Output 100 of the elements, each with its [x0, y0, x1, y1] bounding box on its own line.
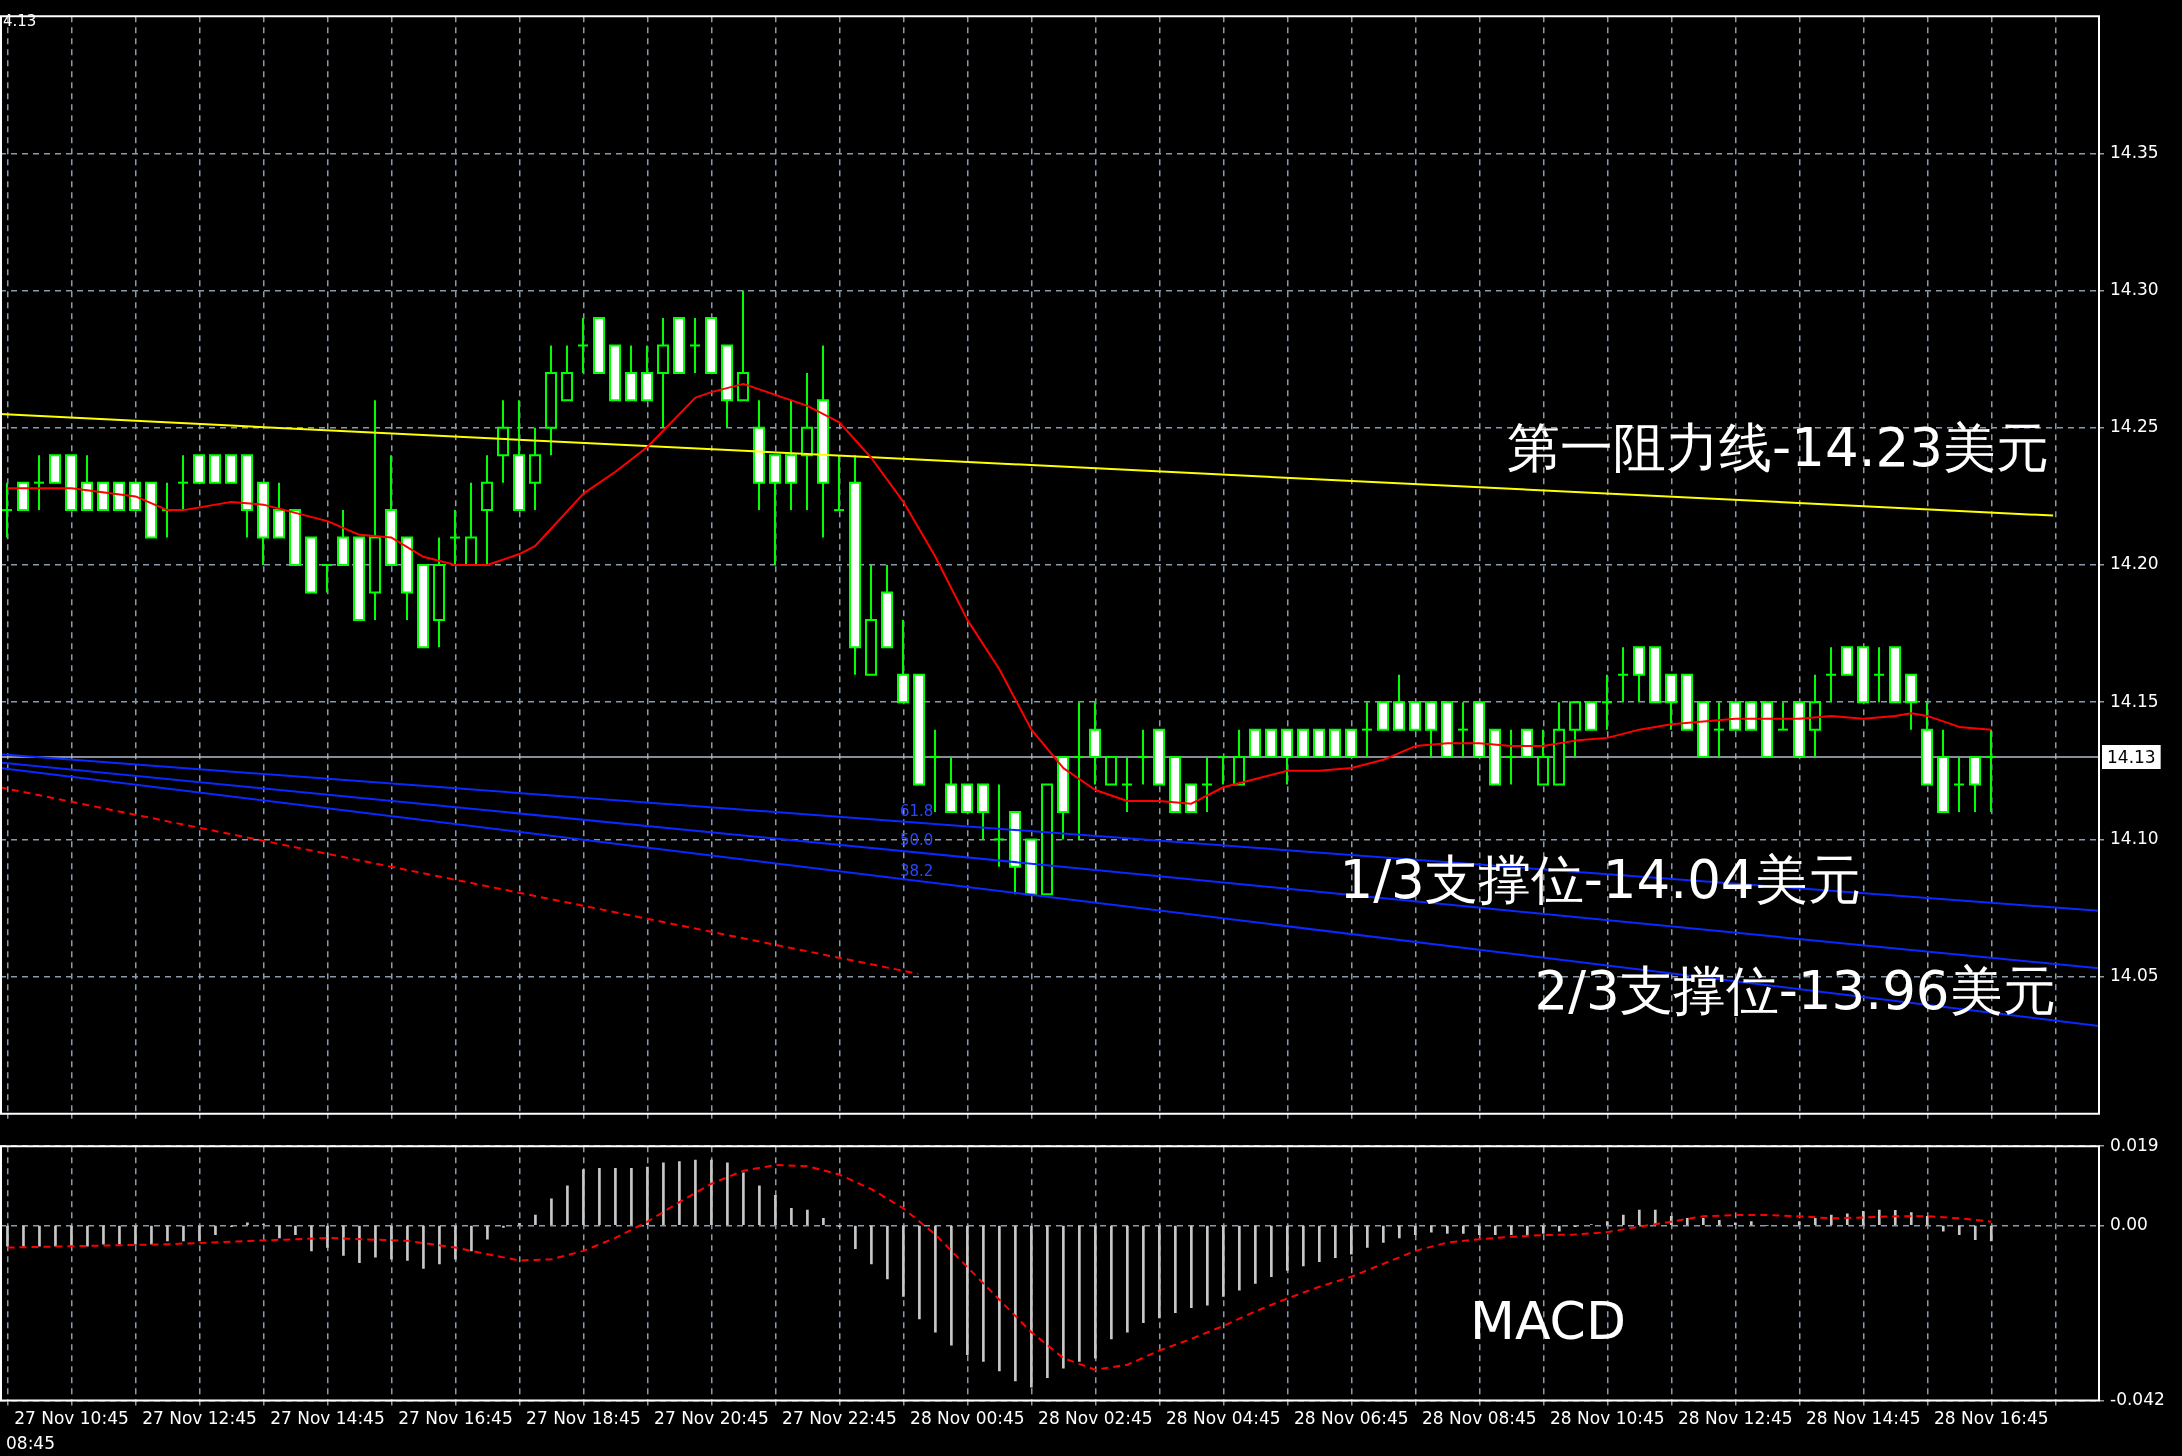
bar — [422, 1225, 425, 1269]
bar — [678, 1161, 681, 1226]
bar — [1158, 1225, 1161, 1319]
bar — [726, 1162, 729, 1226]
bar — [1110, 1225, 1113, 1340]
x-tick-label: 27 Nov 16:45 — [398, 1408, 513, 1429]
candlestick — [833, 454, 845, 512]
bar — [1685, 1218, 1689, 1226]
x-tick-label: 28 Nov 06:45 — [1294, 1408, 1409, 1429]
x-tick-label: 27 Nov 18:45 — [526, 1408, 641, 1429]
bar — [662, 1162, 665, 1226]
bar — [1174, 1225, 1177, 1313]
bar — [22, 1225, 25, 1247]
candlestick — [1217, 756, 1229, 786]
bar — [854, 1225, 857, 1250]
bar — [1909, 1212, 1913, 1226]
bar — [102, 1225, 105, 1245]
candlestick — [1121, 756, 1133, 813]
bar — [1398, 1225, 1401, 1239]
bar — [1222, 1225, 1225, 1297]
bar — [998, 1225, 1001, 1372]
bar — [902, 1225, 905, 1297]
x-tick-label: 28 Nov 08:45 — [1422, 1408, 1537, 1429]
y-tick-label: -0.042 — [2110, 1389, 2165, 1410]
bar — [566, 1185, 569, 1226]
candlestick — [1457, 701, 1469, 759]
candlestick — [1201, 756, 1213, 813]
bar — [518, 1223, 521, 1226]
bar — [1462, 1225, 1465, 1234]
bar — [1382, 1225, 1385, 1243]
bar — [1238, 1225, 1241, 1291]
bar — [774, 1195, 777, 1226]
bar — [1813, 1218, 1817, 1226]
bar — [806, 1209, 809, 1226]
candlestick — [1777, 701, 1789, 731]
bar — [38, 1225, 41, 1247]
y-tick-label: 0.00 — [2110, 1213, 2148, 1234]
bar — [1557, 1225, 1561, 1232]
bar — [1829, 1214, 1833, 1226]
bar — [918, 1225, 921, 1320]
bar — [822, 1218, 825, 1226]
candlestick — [321, 564, 333, 594]
bar — [742, 1172, 745, 1226]
bar — [470, 1225, 473, 1252]
bar — [1046, 1225, 1049, 1378]
ref-line-label: 14.13 — [2107, 746, 2156, 767]
candlestick — [1713, 701, 1725, 759]
bar — [966, 1225, 969, 1356]
bar — [758, 1185, 761, 1226]
bar — [1749, 1221, 1753, 1226]
y-tick-label: 14.15 — [2110, 690, 2159, 711]
bar — [1621, 1214, 1625, 1226]
x-tick-label: 28 Nov 16:45 — [1933, 1408, 2049, 1429]
bar — [454, 1225, 457, 1260]
bar — [982, 1225, 985, 1362]
candlestick — [1617, 646, 1629, 704]
bar — [214, 1225, 217, 1235]
bar — [1493, 1225, 1497, 1235]
y-tick-label: 14.05 — [2110, 965, 2159, 986]
bar — [1030, 1225, 1033, 1388]
bar — [1701, 1218, 1705, 1226]
candlestick — [1361, 701, 1373, 759]
candlestick — [1, 481, 13, 539]
candlestick — [577, 317, 589, 374]
bar — [246, 1222, 249, 1226]
bar — [1717, 1220, 1721, 1226]
bar — [406, 1225, 409, 1261]
bar — [486, 1225, 489, 1240]
bar — [534, 1214, 537, 1226]
candlestick — [1073, 701, 1085, 841]
bar — [1062, 1225, 1065, 1369]
annotation: 第一阻力线-14.23美元 — [1507, 416, 2049, 478]
bar — [1989, 1225, 1993, 1242]
y-tick-label: 14.35 — [2110, 141, 2159, 162]
bar — [1206, 1225, 1209, 1306]
x-tick-label: 27 Nov 14:45 — [270, 1408, 385, 1429]
bar — [1366, 1225, 1369, 1248]
bar — [710, 1159, 713, 1226]
candlestick — [1601, 673, 1613, 731]
bar — [582, 1169, 585, 1226]
bar — [934, 1225, 937, 1333]
candlestick — [1985, 728, 1997, 813]
bar — [1078, 1225, 1081, 1362]
x-tick-label: 27 Nov 10:45 — [14, 1408, 129, 1429]
bar — [550, 1198, 553, 1226]
candlestick — [177, 454, 189, 512]
bar — [150, 1225, 153, 1245]
y-tick-label: 14.10 — [2110, 827, 2159, 848]
candlestick — [1137, 728, 1149, 786]
candlestick — [1505, 728, 1517, 786]
bar — [1478, 1225, 1481, 1235]
bar — [1446, 1225, 1449, 1234]
candlestick — [1953, 756, 1965, 813]
x-tick-label: 28 Nov 12:45 — [1678, 1408, 1793, 1429]
bar — [438, 1225, 441, 1265]
bar — [198, 1225, 201, 1242]
bar — [870, 1225, 873, 1265]
bar — [1126, 1225, 1129, 1333]
bar — [294, 1225, 297, 1235]
bar — [390, 1225, 393, 1260]
